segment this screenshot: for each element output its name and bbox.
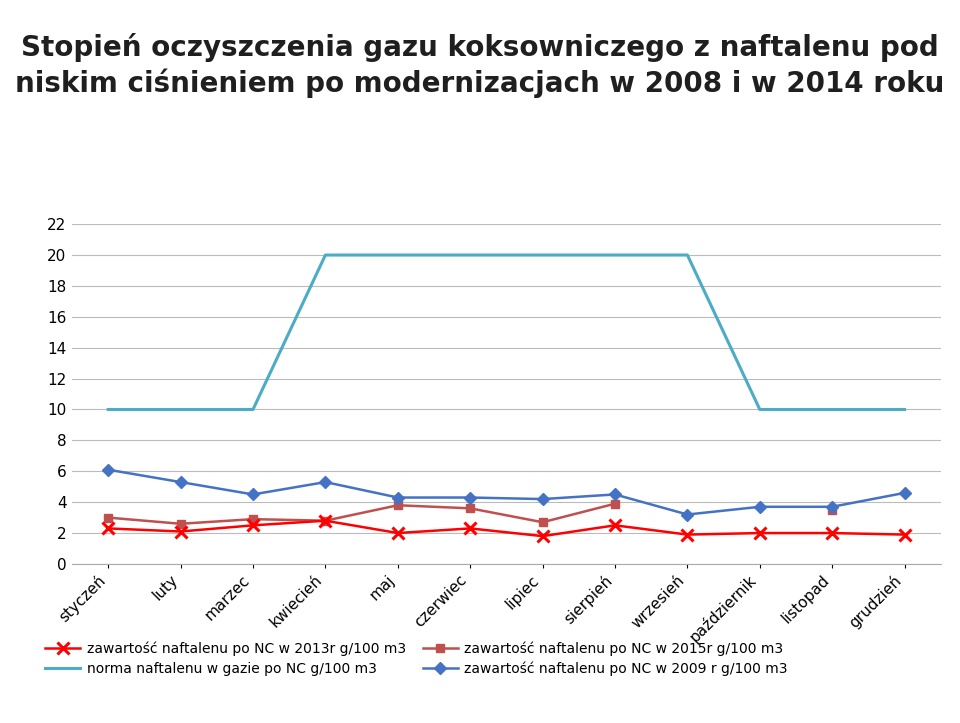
Legend: zawartość naftalenu po NC w 2013r g/100 m3, norma naftalenu w gazie po NC g/100 : zawartość naftalenu po NC w 2013r g/100 … bbox=[45, 642, 788, 676]
Text: niskim ciśnieniem po modernizacjach w 2008 i w 2014 roku: niskim ciśnieniem po modernizacjach w 20… bbox=[15, 69, 945, 98]
Text: Stopień oczyszczenia gazu koksowniczego z naftalenu pod: Stopień oczyszczenia gazu koksowniczego … bbox=[21, 33, 939, 61]
